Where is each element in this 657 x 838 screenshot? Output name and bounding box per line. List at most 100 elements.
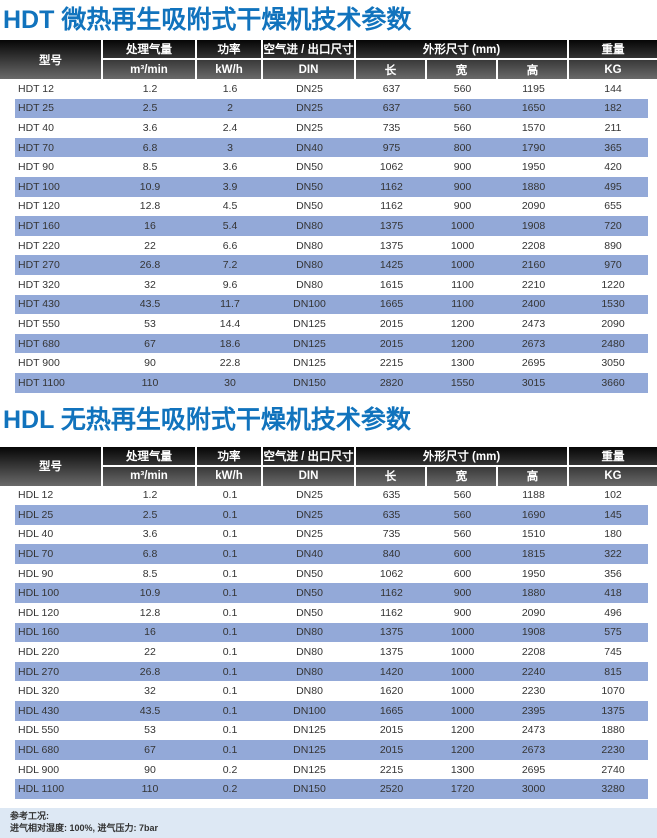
value-cell: 1375 [379, 646, 404, 659]
value-cell: DN80 [296, 219, 323, 232]
col-header-model: 型号 [0, 40, 103, 79]
value-cell: 2673 [521, 744, 546, 757]
value-cell: 2215 [379, 357, 404, 370]
hdt-spec-table: 型号 处理气量 功率 空气进 / 出口尺寸 外形尺寸 (mm) 重量 m³/mi… [0, 40, 657, 393]
value-cell: 2230 [601, 744, 625, 757]
value-cell: 3660 [601, 376, 625, 389]
value-cell: 1062 [379, 161, 404, 174]
model-cell: HDL 1100 [18, 783, 65, 796]
value-cell: 90 [144, 763, 156, 776]
col-unit-weight: KG [604, 63, 622, 76]
value-cell: 1200 [450, 317, 475, 330]
value-cell: 900 [453, 180, 472, 193]
value-cell: 1000 [450, 685, 475, 698]
value-cell: 1690 [521, 508, 546, 521]
value-cell: 496 [604, 606, 622, 619]
value-cell: 1510 [521, 528, 546, 541]
hdl-table-body: HDL 12 1.2 0.1 DN25 635 560 1188 102 HDL 25 2.5 0.… [0, 486, 657, 799]
value-cell: 975 [382, 141, 401, 154]
table-row: HDT 120 12.8 4.5 DN50 1162 900 2090 655 [0, 197, 657, 217]
value-cell: 2 [227, 102, 233, 115]
value-cell: 11.7 [220, 298, 240, 311]
value-cell: DN50 [296, 567, 323, 580]
model-cell: HDT 320 [18, 278, 60, 291]
value-cell: 43.5 [139, 298, 161, 311]
value-cell: 3 [227, 141, 233, 154]
value-cell: 1162 [380, 180, 403, 193]
model-cell: HDL 12 [18, 489, 54, 502]
model-cell: HDT 25 [18, 102, 54, 115]
value-cell: 1950 [521, 567, 546, 580]
model-cell: HDT 70 [18, 141, 54, 154]
value-cell: 3.9 [222, 180, 238, 193]
value-cell: 322 [604, 548, 622, 561]
col-header-port-size: 空气进 / 出口尺寸 [263, 40, 356, 60]
value-cell: DN150 [293, 783, 326, 796]
model-cell: HDT 160 [18, 219, 60, 232]
value-cell: 2520 [379, 783, 404, 796]
value-cell: 2090 [521, 200, 546, 213]
value-cell: 22 [144, 646, 156, 659]
table-row: HDT 40 3.6 2.4 DN25 735 560 1570 211 [0, 118, 657, 138]
table-row: HDT 90 8.5 3.6 DN50 1062 900 1950 420 [0, 157, 657, 177]
model-cell: HDL 550 [18, 724, 60, 737]
value-cell: 8.5 [142, 161, 158, 174]
value-cell: DN50 [296, 606, 323, 619]
value-cell: 6.8 [142, 548, 158, 561]
value-cell: DN125 [293, 357, 326, 370]
value-cell: 745 [604, 646, 622, 659]
value-cell: 5.4 [222, 219, 238, 232]
value-cell: 0.1 [222, 704, 238, 717]
value-cell: 2820 [379, 376, 404, 389]
value-cell: 495 [604, 180, 622, 193]
value-cell: 32 [144, 685, 156, 698]
value-cell: 2673 [521, 337, 546, 350]
value-cell: 1665 [379, 298, 404, 311]
value-cell: DN50 [296, 200, 323, 213]
model-cell: HDL 430 [18, 704, 60, 717]
value-cell: 815 [604, 665, 622, 678]
value-cell: DN125 [293, 744, 326, 757]
col-header-height: 高 [498, 60, 569, 79]
table-row: HDT 320 32 9.6 DN80 1615 1100 2210 1220 [0, 275, 657, 295]
table-row: HDL 220 22 0.1 DN80 1375 1000 2208 745 [0, 642, 657, 662]
value-cell: 10.9 [139, 180, 161, 193]
value-cell: 1200 [450, 724, 475, 737]
value-cell: 418 [604, 587, 622, 600]
table-row: HDL 90 8.5 0.1 DN50 1062 600 1950 356 [0, 564, 657, 584]
value-cell: DN125 [293, 763, 326, 776]
value-cell: 1300 [450, 763, 475, 776]
value-cell: 7.2 [222, 259, 238, 272]
value-cell: 1000 [450, 259, 475, 272]
table-row: HDT 12 1.2 1.6 DN25 637 560 1195 144 [0, 79, 657, 99]
value-cell: 180 [604, 528, 622, 541]
model-cell: HDT 680 [18, 337, 60, 350]
value-cell: 1950 [521, 161, 546, 174]
value-cell: 0.1 [222, 744, 238, 757]
col-unit-airflow: m³/min [103, 60, 197, 79]
value-cell: 1570 [521, 121, 546, 134]
model-cell: HDL 220 [18, 646, 60, 659]
value-cell: 1000 [450, 704, 475, 717]
model-cell: HDT 40 [18, 121, 54, 134]
col-unit-weight: KG [604, 470, 622, 482]
value-cell: DN125 [293, 317, 326, 330]
value-cell: 3015 [521, 376, 546, 389]
col-header-length: 长 [356, 466, 427, 486]
value-cell: 1375 [379, 219, 404, 232]
col-header-power: 功率 [197, 446, 263, 467]
value-cell: 1.2 [142, 489, 158, 502]
value-cell: 145 [604, 508, 622, 521]
col-header-width: 宽 [427, 466, 498, 486]
value-cell: 800 [453, 141, 472, 154]
value-cell: DN40 [296, 548, 323, 561]
model-cell: HDT 90 [18, 161, 54, 174]
table-row: HDT 550 53 14.4 DN125 2015 1200 2473 2090 [0, 314, 657, 334]
table-row: HDL 680 67 0.1 DN125 2015 1200 2673 2230 [0, 740, 657, 760]
value-cell: 890 [604, 239, 622, 252]
value-cell: 560 [453, 528, 472, 541]
hdt-table-title: HDT 微热再生吸附式干燥机技术参数 [3, 6, 412, 34]
value-cell: 1790 [521, 141, 546, 154]
value-cell: 2160 [521, 259, 546, 272]
value-cell: 53 [144, 317, 156, 330]
